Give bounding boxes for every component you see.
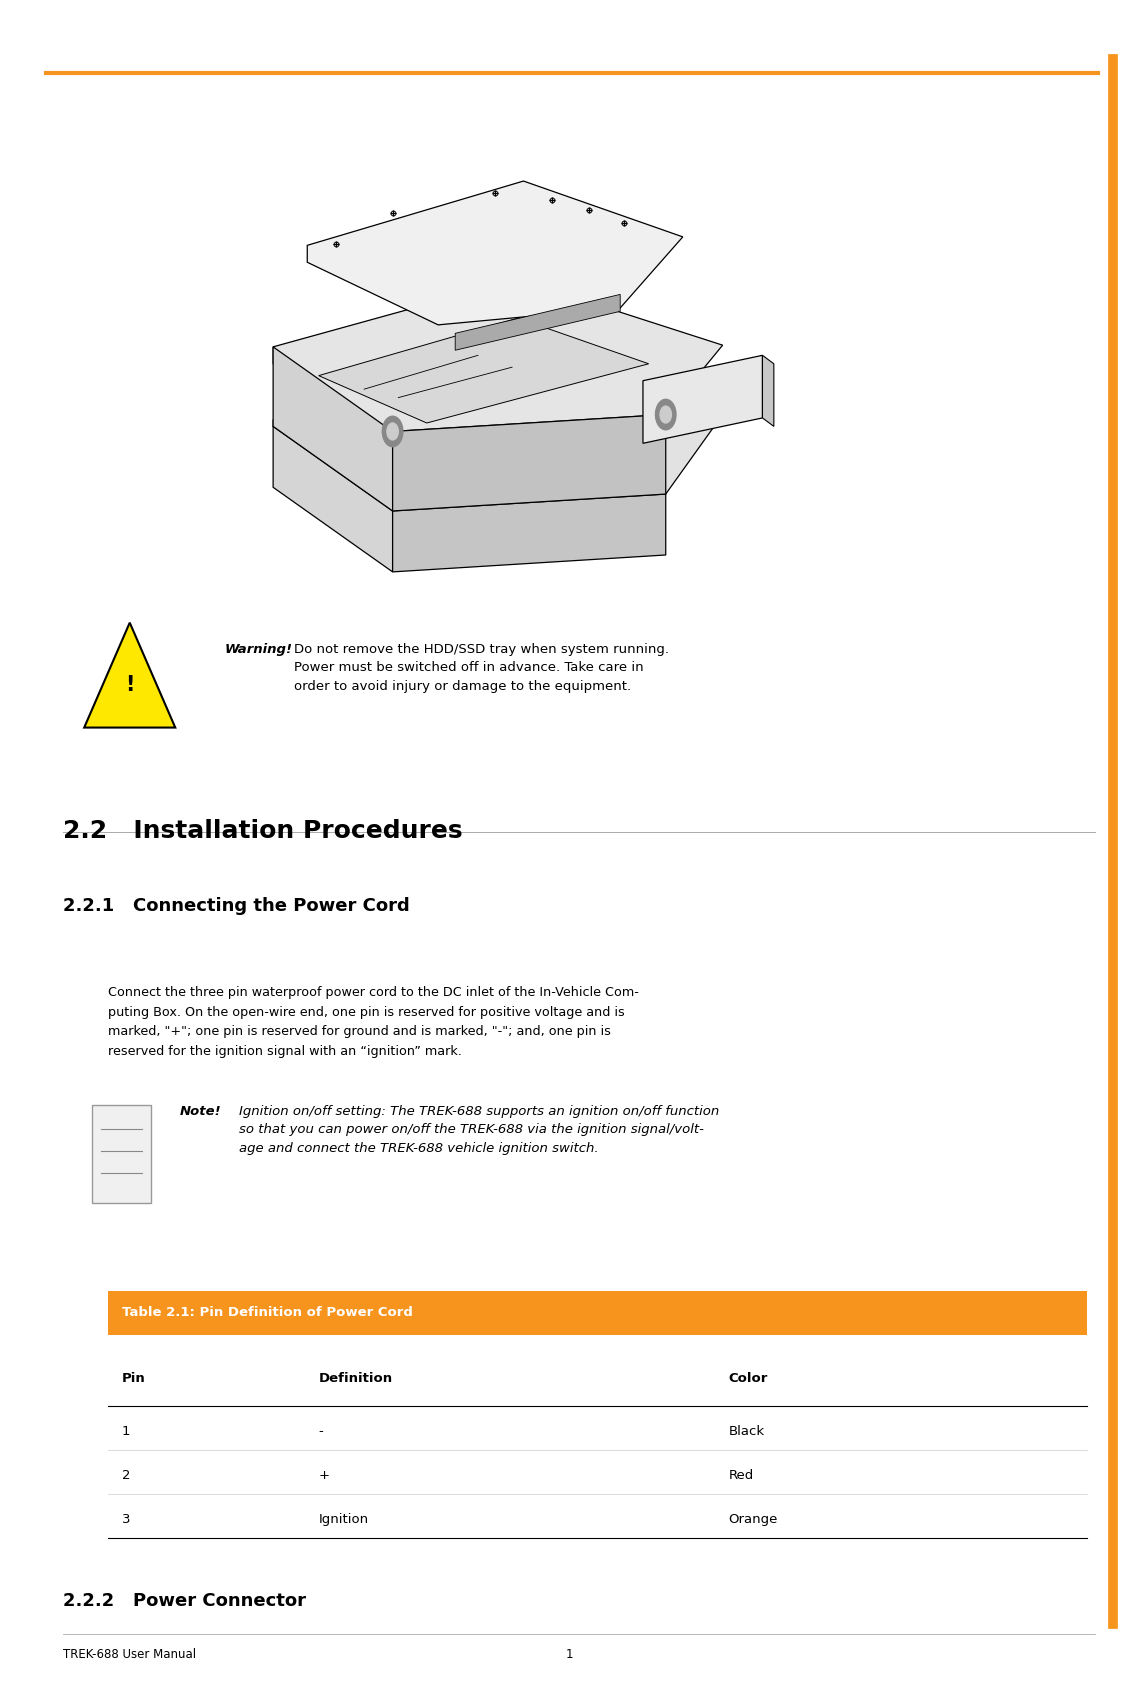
Circle shape xyxy=(382,416,403,447)
Text: Do not remove the HDD/SSD tray when system running.
Power must be switched off i: Do not remove the HDD/SSD tray when syst… xyxy=(294,643,669,694)
Text: !: ! xyxy=(125,675,134,695)
Text: Table 2.1: Pin Definition of Power Cord: Table 2.1: Pin Definition of Power Cord xyxy=(122,1306,413,1320)
Polygon shape xyxy=(393,415,666,511)
Polygon shape xyxy=(319,318,649,423)
Polygon shape xyxy=(762,355,774,426)
Polygon shape xyxy=(643,355,762,443)
Circle shape xyxy=(387,423,398,440)
Text: Connect the three pin waterproof power cord to the DC inlet of the In-Vehicle Co: Connect the three pin waterproof power c… xyxy=(108,986,638,1058)
Text: 2: 2 xyxy=(122,1469,130,1482)
Polygon shape xyxy=(273,403,723,511)
Polygon shape xyxy=(273,279,723,431)
FancyBboxPatch shape xyxy=(108,1291,1087,1335)
Text: 2.2.2   Power Connector: 2.2.2 Power Connector xyxy=(63,1592,306,1611)
Polygon shape xyxy=(307,181,683,325)
Text: +: + xyxy=(319,1469,330,1482)
Polygon shape xyxy=(84,623,175,728)
Polygon shape xyxy=(455,294,620,350)
Text: Black: Black xyxy=(728,1425,765,1438)
Text: 2.2   Installation Procedures: 2.2 Installation Procedures xyxy=(63,819,462,843)
Text: Ignition on/off setting: The TREK-688 supports an ignition on/off function
so th: Ignition on/off setting: The TREK-688 su… xyxy=(239,1105,719,1156)
Text: Orange: Orange xyxy=(728,1513,777,1526)
Text: 2.2.1   Connecting the Power Cord: 2.2.1 Connecting the Power Cord xyxy=(63,897,410,915)
FancyBboxPatch shape xyxy=(92,1105,151,1203)
Text: -: - xyxy=(319,1425,323,1438)
Text: 1: 1 xyxy=(122,1425,130,1438)
Polygon shape xyxy=(273,426,393,572)
Text: 1: 1 xyxy=(566,1648,572,1662)
Text: Color: Color xyxy=(728,1372,768,1386)
Circle shape xyxy=(655,399,676,430)
Text: Warning!: Warning! xyxy=(224,643,292,656)
Text: TREK-688 User Manual: TREK-688 User Manual xyxy=(63,1648,196,1662)
Text: Red: Red xyxy=(728,1469,753,1482)
Text: Note!: Note! xyxy=(180,1105,222,1118)
Text: Ignition: Ignition xyxy=(319,1513,369,1526)
Polygon shape xyxy=(273,347,393,511)
Circle shape xyxy=(660,406,671,423)
Text: Definition: Definition xyxy=(319,1372,393,1386)
Polygon shape xyxy=(393,494,666,572)
Text: Pin: Pin xyxy=(122,1372,146,1386)
Text: 3: 3 xyxy=(122,1513,130,1526)
